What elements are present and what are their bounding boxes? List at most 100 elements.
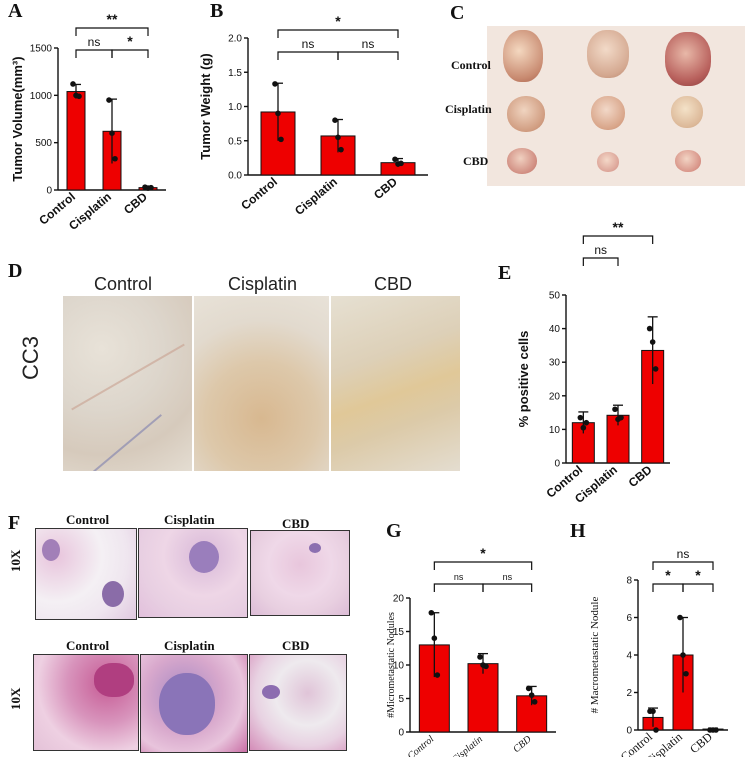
tumor-cisplatin-3 — [671, 96, 703, 128]
bar-a-0 — [66, 91, 86, 191]
sig-label-a-2: ** — [107, 11, 118, 27]
tumor-cbd-1 — [507, 148, 537, 174]
point-e-0-0 — [577, 414, 584, 421]
sig-bracket-e-1 — [582, 235, 654, 244]
photo-row-label-cisplatin: Cisplatin — [445, 102, 492, 116]
photo-row-label-control: Control — [451, 58, 491, 72]
sig-label-g-2: * — [480, 545, 486, 561]
bar-g-1 — [467, 663, 499, 733]
he-image-bottom-control — [33, 654, 139, 751]
ihc-image-cbd — [331, 296, 460, 471]
point-e-2-1 — [649, 339, 656, 345]
y-tick-label-e-2: 20 — [549, 391, 561, 402]
ihc-image-cisplatin — [194, 296, 329, 471]
y-tick-label-e-1: 10 — [549, 425, 561, 436]
y-tick-label-a-3: 1500 — [30, 44, 53, 55]
point-b-0-0 — [272, 81, 278, 87]
tumor-photo — [487, 26, 745, 186]
point-h-2-2 — [713, 727, 719, 733]
sig-bracket-g-1 — [482, 583, 533, 592]
sig-label-b-1: ns — [362, 37, 375, 51]
y-tick-label-h-0: 0 — [626, 726, 632, 737]
x-tick-label-b-1: Cisplatin — [292, 175, 340, 218]
sig-bracket-g-2 — [433, 561, 533, 570]
y-axis-label-b: Tumor Weight (g) — [198, 53, 213, 159]
sig-label-b-2: * — [335, 13, 341, 29]
tumor-control-3 — [665, 32, 711, 86]
y-tick-label-g-2: 10 — [393, 661, 405, 672]
y-tick-label-h-1: 2 — [626, 688, 632, 699]
sig-label-g-0: ns — [454, 572, 464, 582]
x-tick-label-g-1: Cisplatin — [450, 734, 485, 757]
y-tick-label-h-3: 6 — [626, 613, 632, 624]
point-h-0-1 — [650, 708, 656, 715]
sig-label-h-0: * — [665, 567, 671, 583]
photo-row-label-cbd: CBD — [463, 154, 489, 168]
panel-label-a: A — [8, 0, 23, 22]
point-b-0-1 — [275, 110, 281, 117]
tumor-cbd-2 — [597, 152, 619, 172]
point-a-1-0 — [106, 97, 112, 103]
x-tick-label-e-2: CBD — [626, 462, 655, 490]
point-g-0-2 — [434, 672, 441, 678]
sig-label-a-1: * — [127, 33, 133, 49]
tumor-photo-panel: Control Cisplatin CBD — [445, 18, 745, 188]
point-h-0-2 — [653, 727, 659, 733]
y-tick-label-e-0: 0 — [554, 459, 560, 470]
he-top-label-cbd: CBD — [282, 516, 310, 531]
y-tick-label-a-2: 1000 — [30, 91, 53, 102]
y-tick-label-a-1: 500 — [35, 138, 52, 149]
x-tick-label-b-0: Control — [238, 175, 280, 213]
tumor-cisplatin-1 — [507, 96, 545, 132]
panel-label-b: B — [210, 0, 224, 22]
y-tick-label-e-3: 30 — [549, 358, 561, 369]
x-tick-label-b-2: CBD — [371, 174, 400, 202]
point-a-1-2 — [112, 155, 118, 162]
panel-label-e: E — [498, 262, 512, 284]
point-g-0-0 — [428, 609, 435, 616]
sig-bracket-h-0 — [652, 583, 684, 592]
y-tick-label-g-4: 20 — [393, 594, 405, 605]
y-tick-label-b-1: 0.5 — [228, 136, 242, 147]
point-g-1-0 — [477, 654, 483, 660]
he-bottom-label-cbd: CBD — [282, 638, 310, 653]
point-g-2-2 — [531, 699, 538, 705]
tumor-cbd-3 — [675, 150, 701, 172]
point-e-2-2 — [652, 366, 659, 372]
he-bottom-label-cisplatin: Cisplatin — [164, 638, 215, 653]
point-a-0-0 — [70, 81, 76, 87]
he-top-label-cisplatin: Cisplatin — [164, 512, 215, 527]
point-h-1-2 — [683, 670, 689, 677]
x-tick-label-h-2: CBD — [687, 729, 715, 756]
ihc-col-label-cisplatin: Cisplatin — [228, 274, 298, 294]
y-tick-label-g-0: 0 — [398, 728, 404, 739]
y-tick-label-b-2: 1.0 — [228, 102, 242, 113]
sig-bracket-b-2 — [277, 29, 399, 38]
he-mag-bottom: 10X — [8, 687, 23, 710]
x-tick-label-g-2: CBD — [511, 733, 534, 755]
ihc-image-control — [63, 296, 192, 471]
sig-label-e-0: ns — [594, 243, 607, 257]
sig-label-h-1: * — [695, 567, 701, 583]
x-tick-label-g-0: Control — [406, 734, 437, 757]
y-axis-label-a: Tumor Volume(mm³) — [10, 56, 25, 181]
point-b-2-0 — [392, 156, 398, 163]
y-tick-label-h-4: 8 — [626, 576, 632, 587]
ihc-col-label-cbd: CBD — [374, 274, 413, 294]
tumor-control-2 — [587, 30, 629, 78]
ihc-col-label-control: Control — [94, 274, 153, 294]
y-axis-label-g: #Micrometastatic Nodules — [386, 612, 397, 718]
sig-bracket-h-2 — [652, 561, 714, 570]
point-e-1-2 — [618, 414, 624, 421]
y-tick-label-g-3: 15 — [393, 627, 405, 638]
x-tick-label-a-2: CBD — [121, 189, 150, 217]
y-tick-label-b-3: 1.5 — [228, 68, 242, 79]
y-tick-label-h-2: 4 — [626, 651, 632, 662]
y-tick-label-b-4: 2.0 — [228, 34, 242, 45]
he-bottom-label-control: Control — [66, 638, 110, 653]
y-tick-label-b-0: 0.0 — [228, 171, 242, 182]
point-g-1-2 — [483, 663, 489, 670]
point-e-0-1 — [580, 424, 587, 431]
y-axis-label-e: % positive cells — [516, 331, 531, 428]
sig-label-h-2: ns — [677, 547, 690, 561]
